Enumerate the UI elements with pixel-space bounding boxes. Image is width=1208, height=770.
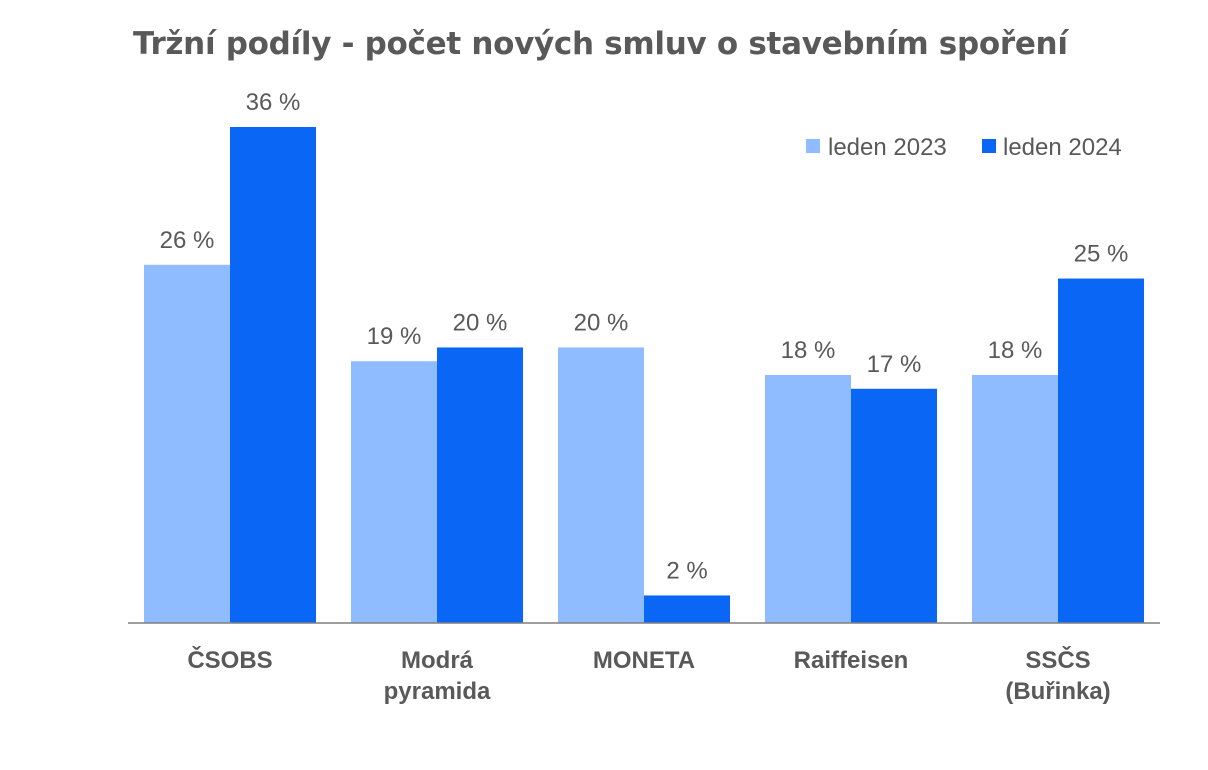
data-label-s0-c3: 18 % [781, 337, 836, 364]
data-label-s1-c4: 25 % [1074, 241, 1129, 268]
category-label-4-line1: (Buřinka) [1005, 678, 1110, 705]
bar-s1-c0 [230, 127, 316, 623]
legend: leden 2023 leden 2024 [806, 134, 1122, 161]
bar-s1-c3 [851, 388, 937, 623]
bar-s1-c4 [1058, 278, 1144, 623]
data-label-s1-c0: 36 % [246, 89, 301, 116]
data-label-s1-c3: 17 % [867, 351, 922, 378]
bar-s0-c3 [765, 375, 851, 623]
chart-title: Tržní podíly - počet nových smluv o stav… [133, 26, 1068, 62]
bar-s1-c2 [644, 595, 730, 623]
data-label-s0-c1: 19 % [367, 323, 422, 350]
category-label-2: MONETA [593, 647, 695, 674]
bar-s0-c0 [144, 264, 230, 623]
category-label-3: Raiffeisen [794, 647, 909, 674]
value-labels-layer: 26 % 36 % 19 % 20 % 20 % 2 % 18 % 17 % 18 % 25 % [160, 89, 1129, 584]
category-label-4-line0: SSČS [1025, 646, 1090, 674]
bar-s0-c4 [972, 375, 1058, 623]
legend-swatch-0 [806, 139, 820, 153]
category-label-0: ČSOBS [187, 646, 272, 674]
data-label-s1-c1: 20 % [453, 309, 508, 336]
category-labels-layer: ČSOBS Modrá pyramida MONETA Raiffeisen SSČS (B… [187, 646, 1110, 705]
data-label-s0-c0: 26 % [160, 227, 215, 254]
data-label-s1-c2: 2 % [666, 557, 707, 584]
bar-s0-c2 [558, 347, 644, 623]
legend-swatch-1 [982, 139, 996, 153]
legend-label-0: leden 2023 [828, 134, 947, 161]
data-label-s0-c4: 18 % [988, 337, 1043, 364]
bars-layer [144, 127, 1144, 623]
category-label-1-line0: Modrá [401, 647, 474, 674]
legend-label-1: leden 2024 [1003, 134, 1122, 161]
category-label-1-line1: pyramida [384, 678, 491, 705]
bar-s0-c1 [351, 361, 437, 623]
data-label-s0-c2: 20 % [574, 309, 629, 336]
bar-s1-c1 [437, 347, 523, 623]
